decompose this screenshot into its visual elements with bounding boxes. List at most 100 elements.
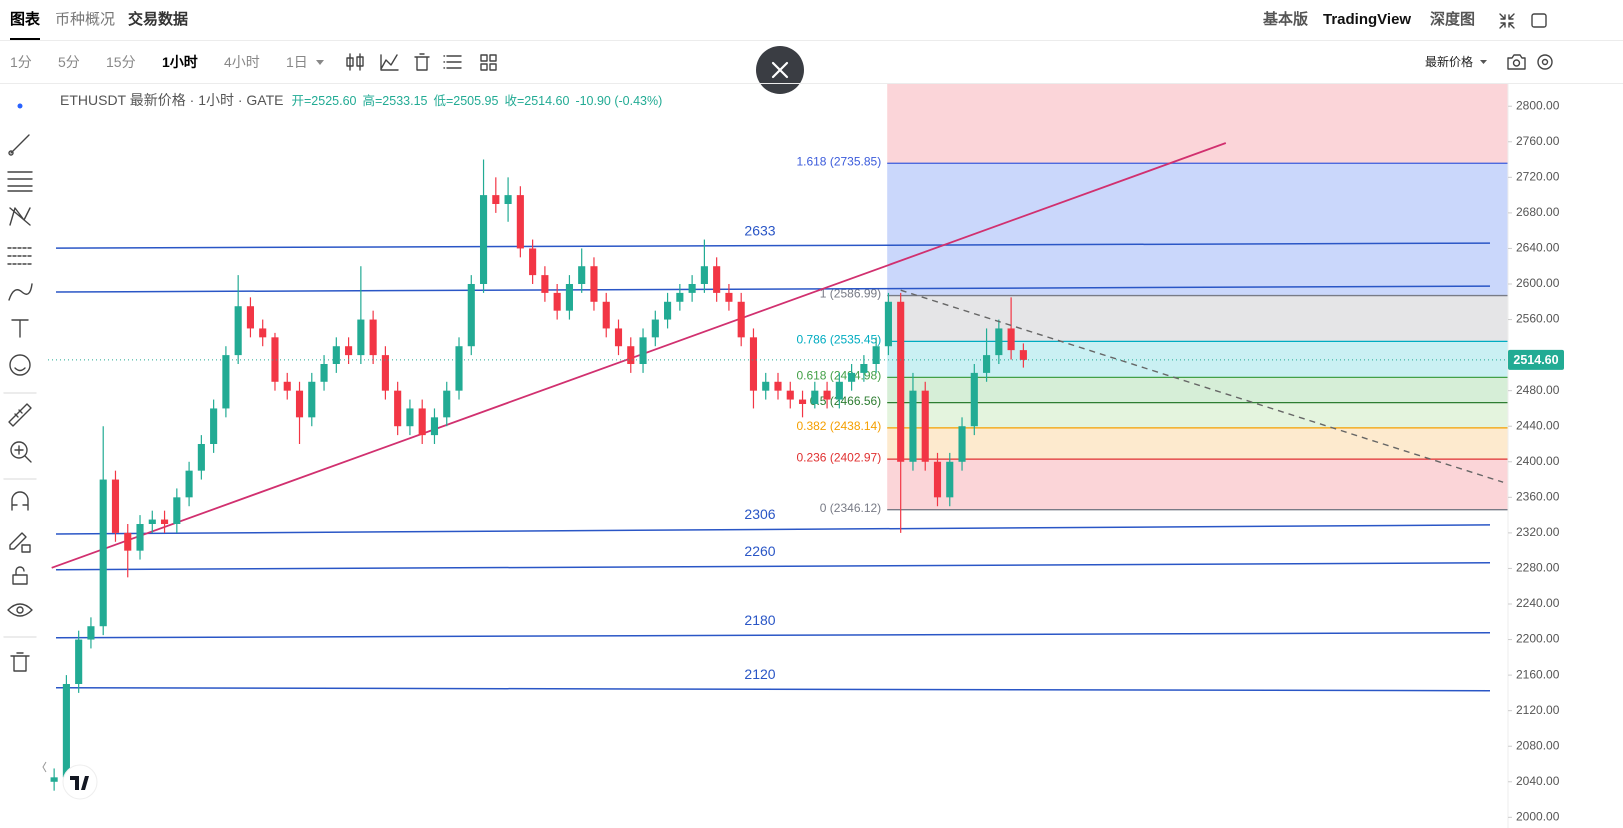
level-line: [55, 524, 1491, 535]
candle-body: [136, 524, 144, 551]
fib-label: 0 (2346.12): [820, 501, 881, 515]
level-line: [55, 562, 1491, 571]
candle-body: [308, 381, 316, 418]
candle-body: [271, 337, 279, 382]
y-tick-label: 2160.00: [1516, 667, 1560, 681]
candle-body: [394, 390, 402, 427]
tab[interactable]: 交易数据: [128, 11, 189, 28]
last-price-label: 2514.60: [1513, 353, 1558, 367]
candle-body: [664, 301, 672, 320]
close-icon: [771, 61, 789, 79]
y-tick-label: 2680.00: [1516, 205, 1560, 219]
candle-body: [430, 417, 439, 436]
settings-icon[interactable]: [1537, 54, 1553, 70]
y-tick-label: 2360.00: [1516, 490, 1560, 504]
trend-line-tool[interactable]: [8, 134, 30, 156]
ohlc-high: 高=2533.15: [362, 94, 428, 108]
level-line: [55, 686, 1491, 692]
delete-all-icon[interactable]: [414, 53, 430, 71]
candle-body: [222, 355, 230, 409]
candle-body: [848, 372, 856, 382]
candle-body: [774, 381, 782, 391]
level-line: [55, 285, 1491, 293]
candle-body: [1007, 328, 1015, 351]
lock-drawing-tool[interactable]: [9, 532, 31, 553]
candle-body: [811, 390, 819, 404]
collapse-arrow[interactable]: [42, 761, 47, 773]
candle-body: [749, 337, 758, 391]
candle-body: [958, 426, 966, 462]
indicator-icon[interactable]: [380, 54, 399, 71]
interval[interactable]: 1分: [10, 54, 32, 70]
tab[interactable]: 图表: [10, 11, 41, 28]
cursor-tool[interactable]: [17, 103, 23, 109]
close-button[interactable]: [756, 46, 804, 94]
candle-body: [529, 248, 537, 276]
candle-body: [798, 399, 807, 404]
candle-body: [467, 284, 475, 347]
price-mode[interactable]: 最新价格: [1425, 55, 1474, 69]
candle-body: [406, 408, 414, 427]
fullscreen-icon[interactable]: [1499, 13, 1515, 29]
candle-body: [651, 319, 659, 338]
view-link[interactable]: TradingView: [1323, 11, 1412, 28]
candle-body: [983, 355, 991, 373]
candle-body: [295, 390, 304, 418]
settings-center: [1541, 58, 1549, 66]
snapshot-lens: [1512, 59, 1521, 67]
interval[interactable]: 5分: [58, 54, 80, 70]
unlock-tool[interactable]: [12, 566, 28, 585]
fib-label: 0.382 (2438.14): [796, 419, 881, 433]
candle-body: [725, 292, 733, 302]
drawing-toolbar: [3, 103, 37, 672]
interval[interactable]: 1日: [286, 54, 308, 70]
view-link[interactable]: 基本版: [1263, 11, 1309, 28]
ohlc-low: 低=2505.95: [433, 94, 499, 108]
candle-body: [418, 408, 426, 436]
candle-body: [639, 337, 647, 364]
tab[interactable]: 币种概况: [55, 11, 116, 28]
magnet-tool[interactable]: [11, 491, 29, 511]
delete-tool[interactable]: [10, 652, 30, 672]
ohlc-open: 开=2525.60: [291, 94, 357, 108]
candle-body: [455, 346, 463, 391]
candle-body: [933, 461, 942, 498]
candle-body: [173, 497, 181, 524]
interval[interactable]: 4小时: [224, 54, 260, 70]
brush-tool[interactable]: [8, 283, 33, 301]
candle-body: [148, 519, 156, 524]
last-price-box: [1508, 349, 1564, 370]
fib-label: 1.618 (2735.85): [796, 154, 881, 168]
window-icon[interactable]: [1531, 13, 1547, 28]
candle-body: [185, 470, 193, 498]
pattern-tool[interactable]: [9, 207, 31, 226]
visibility-tool[interactable]: [7, 603, 33, 617]
y-tick-label: 2440.00: [1516, 418, 1560, 432]
interval[interactable]: 15分: [106, 54, 136, 70]
chart-actions: [1507, 54, 1553, 70]
projection-tool[interactable]: [7, 247, 33, 265]
candle-body: [884, 301, 892, 347]
top-bar: 图表 币种概况 交易数据 基本版 TradingView 深度图: [0, 0, 1623, 41]
candle-body: [921, 390, 929, 462]
candle-type-icon[interactable]: [346, 53, 364, 71]
fib-band: [887, 377, 1508, 403]
candle-body: [87, 626, 95, 640]
fib-band: [887, 402, 1508, 428]
text-tool[interactable]: [11, 319, 29, 338]
interval-active[interactable]: 1小时: [162, 54, 198, 70]
logo-bg: [62, 764, 98, 800]
view-link[interactable]: 深度图: [1430, 11, 1476, 28]
emoji-tool[interactable]: [9, 354, 31, 376]
zoom-tool[interactable]: [10, 441, 28, 459]
object-list-icon[interactable]: [443, 55, 462, 69]
snapshot-icon[interactable]: [1507, 54, 1526, 70]
candle-body: [737, 301, 745, 338]
candle-body: [1019, 350, 1027, 360]
measure-tool[interactable]: [8, 403, 32, 427]
fib-tool[interactable]: [7, 171, 33, 192]
layout-icon[interactable]: [480, 54, 497, 71]
candle-body: [75, 639, 83, 684]
candle-body: [565, 284, 573, 311]
candle-body: [688, 284, 696, 293]
